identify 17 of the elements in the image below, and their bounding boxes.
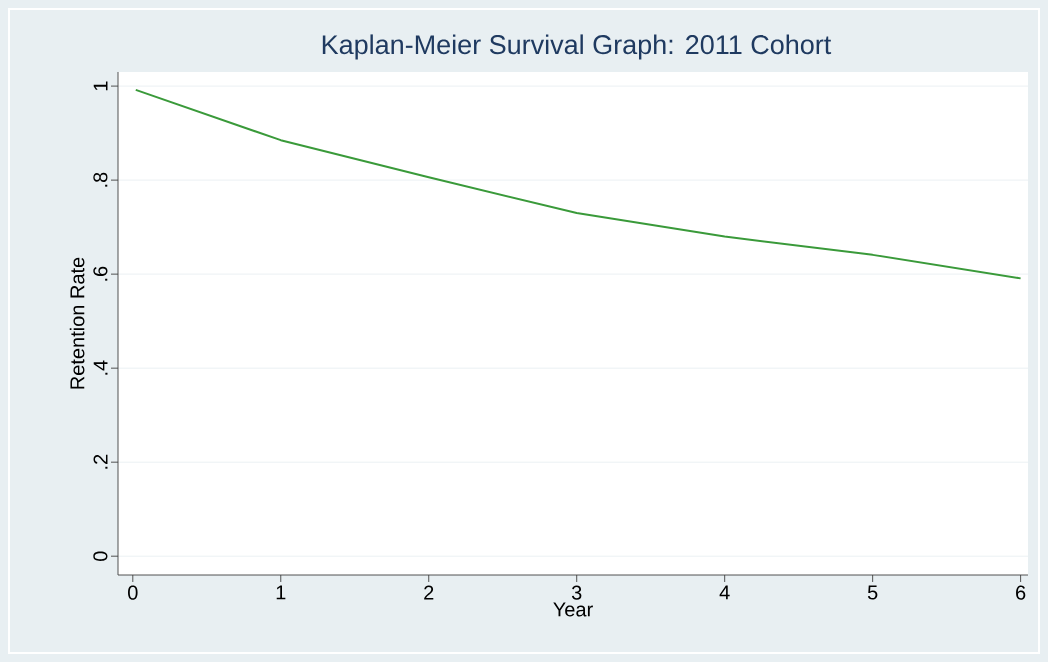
y-tick-label: 1 xyxy=(93,81,108,91)
chart-title: Kaplan-Meier Survival Graph: 2011 Cohort xyxy=(322,34,832,60)
x-tick-label: 3 xyxy=(571,585,582,600)
x-tick-label: 6 xyxy=(1016,585,1026,600)
x-tick-label: 2 xyxy=(424,585,434,600)
x-axis-title: Year xyxy=(553,602,593,617)
y-tick-label: .8 xyxy=(93,172,108,187)
y-tick-label: .6 xyxy=(93,266,108,281)
y-tick-label: .2 xyxy=(93,454,108,469)
line-series xyxy=(134,88,1022,280)
x-tick-label: 4 xyxy=(719,585,730,600)
y-tick-label: .4 xyxy=(93,360,108,375)
y-axis-title: Retention Rate xyxy=(69,257,85,389)
x-tick-label: 0 xyxy=(128,585,138,600)
x-tick-label: 5 xyxy=(867,585,878,600)
x-tick-label: 1 xyxy=(276,585,286,600)
y-tick-label: 0 xyxy=(93,551,108,561)
